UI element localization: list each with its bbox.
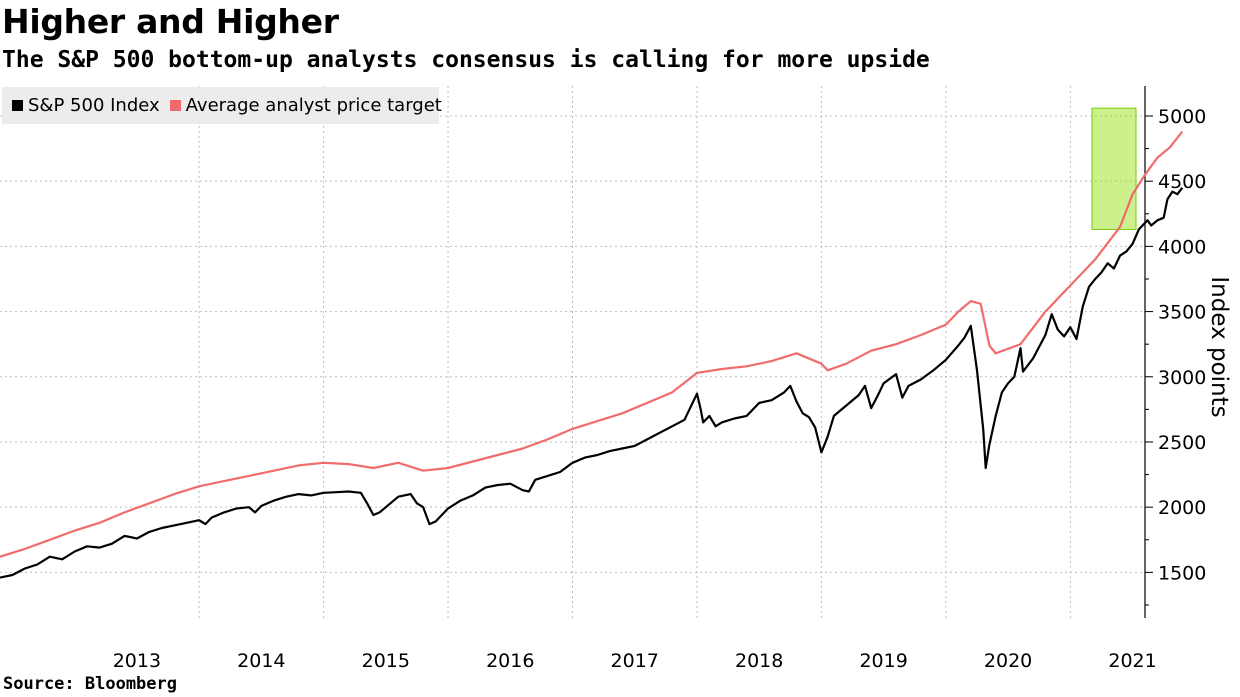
y-tick-label: 2500 xyxy=(1158,432,1206,454)
y-axis-title: Index points xyxy=(1206,276,1232,417)
y-tick-label: 2000 xyxy=(1158,497,1206,519)
legend-swatch-price-target xyxy=(169,100,181,111)
y-tick-label: 4000 xyxy=(1158,236,1206,258)
chart-subtitle: The S&P 500 bottom-up analysts consensus… xyxy=(2,47,930,73)
y-tick-label: 3000 xyxy=(1158,367,1206,389)
x-tick-label: 2015 xyxy=(362,650,410,672)
y-tick-label: 1500 xyxy=(1158,562,1206,584)
source-note: Source: Bloomberg xyxy=(3,674,177,694)
x-tick-label: 2020 xyxy=(984,650,1032,672)
legend-label-sp500: S&P 500 Index xyxy=(28,95,160,116)
legend-item-sp500[interactable]: S&P 500 Index xyxy=(12,95,160,116)
y-tick-label: 3500 xyxy=(1158,302,1206,324)
series-line-price-target xyxy=(0,130,1184,558)
x-tick-label: 2013 xyxy=(113,650,161,672)
legend-label-price-target: Average analyst price target xyxy=(185,95,442,116)
series-line-sp500 xyxy=(0,187,1184,579)
x-tick-label: 2019 xyxy=(859,650,907,672)
x-tick-label: 2014 xyxy=(237,650,285,672)
y-tick-label: 5000 xyxy=(1158,106,1206,128)
y-tick-label: 4500 xyxy=(1158,171,1206,193)
chart-title: Higher and Higher xyxy=(2,2,339,41)
x-tick-label: 2017 xyxy=(611,650,659,672)
legend-swatch-sp500 xyxy=(12,100,23,111)
highlight-box xyxy=(1091,107,1137,230)
legend-item-price-target[interactable]: Average analyst price target xyxy=(169,95,442,116)
x-tick-label: 2016 xyxy=(486,650,534,672)
x-tick-label: 2018 xyxy=(735,650,783,672)
x-tick-label: 2021 xyxy=(1108,650,1156,672)
legend: S&P 500 Index Average analyst price targ… xyxy=(2,87,442,124)
